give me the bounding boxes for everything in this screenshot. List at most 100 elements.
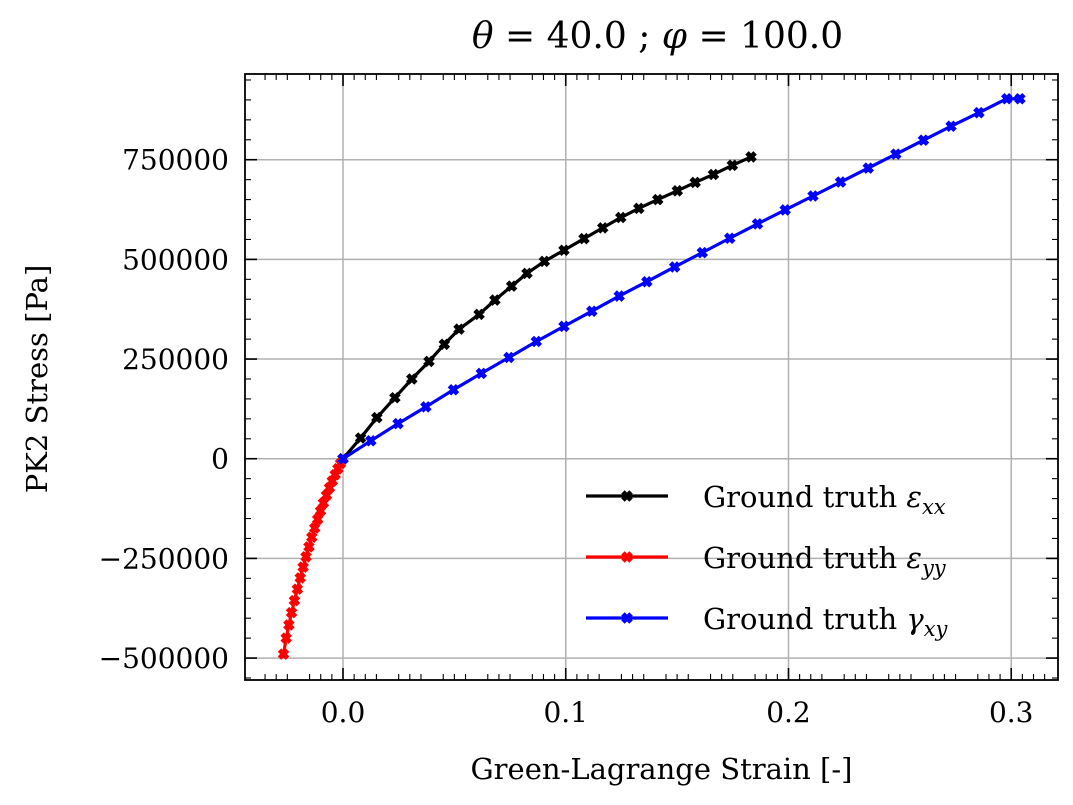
- legend-swatch-marker: [621, 612, 633, 624]
- data-point-xy: [1001, 92, 1013, 105]
- title-phi: φ: [662, 16, 688, 57]
- data-point-xx: [707, 168, 720, 181]
- data-point-xy: [917, 134, 930, 146]
- data-point-xy: [420, 401, 432, 413]
- data-point-xx: [651, 193, 664, 206]
- x-tick-label: 0.2: [766, 696, 811, 729]
- data-point-xx: [473, 308, 485, 321]
- data-point-yy: [283, 619, 295, 631]
- data-point-xy: [503, 351, 515, 364]
- title-theta: θ: [472, 16, 494, 57]
- data-point-yy: [311, 513, 324, 526]
- data-point-xy: [834, 176, 847, 188]
- legend-swatch-marker: [621, 490, 633, 502]
- data-point-xx: [726, 159, 739, 172]
- data-point-xy: [392, 417, 404, 430]
- data-point-yy: [285, 606, 298, 619]
- data-point-yy: [294, 572, 307, 584]
- data-point-xx: [406, 373, 418, 385]
- data-point-yy: [314, 505, 327, 517]
- data-point-xy: [447, 383, 460, 396]
- series-xx: [337, 151, 757, 465]
- series-line-xy: [342, 97, 1020, 461]
- x-tick-label: 0.1: [543, 696, 588, 729]
- data-point-xx: [745, 151, 757, 163]
- plot-frame: [244, 73, 1059, 681]
- data-point-xx: [505, 280, 518, 292]
- data-point-xx: [438, 338, 451, 351]
- data-point-xx: [578, 232, 590, 245]
- data-point-xy: [945, 120, 957, 132]
- data-point-yy: [291, 583, 304, 595]
- data-point-xy: [862, 162, 874, 174]
- data-point-xy: [586, 305, 598, 317]
- data-point-xx: [371, 411, 383, 424]
- data-point-xy: [641, 275, 653, 288]
- y-tick-label: 500000: [122, 243, 229, 276]
- y-tick-label: 0: [211, 443, 229, 476]
- data-point-xy: [530, 335, 543, 348]
- grid: [245, 74, 1058, 680]
- data-point-xy: [558, 320, 570, 333]
- data-point-yy: [308, 522, 321, 534]
- data-point-xy: [973, 106, 985, 119]
- data-point-xx: [558, 244, 570, 256]
- y-tick-label: 250000: [122, 343, 229, 376]
- x-tick-labels: 0.0 0.1 0.2 0.3: [321, 696, 1034, 729]
- data-point-yy: [280, 632, 292, 644]
- data-point-yy: [277, 648, 290, 660]
- y-tick-label: −250000: [99, 542, 229, 575]
- legend: Ground truth εxx Ground truth εyy Ground t…: [586, 480, 949, 641]
- chart-title: θ = 40.0 ; φ = 100.0: [472, 16, 843, 57]
- x-tick-label: 0.3: [989, 696, 1034, 729]
- data-point-xy: [890, 148, 902, 160]
- data-point-yy: [300, 551, 312, 563]
- series-yy: [277, 452, 349, 660]
- y-tick-labels: 750000 500000 250000 0 −250000 −500000: [99, 144, 229, 675]
- x-tick-label: 0.0: [321, 696, 366, 729]
- series-xy: [337, 92, 1026, 465]
- data-point-xy: [696, 246, 709, 259]
- data-point-xx: [489, 294, 501, 306]
- data-point-xx: [389, 391, 401, 404]
- data-point-xx: [453, 323, 465, 335]
- y-tick-label: −500000: [99, 642, 229, 675]
- series-layer: [277, 92, 1026, 660]
- data-point-xy: [668, 261, 681, 273]
- data-point-xx: [689, 176, 701, 189]
- data-point-xy: [365, 435, 377, 447]
- legend-swatch-marker: [621, 551, 633, 563]
- legend-label: Ground truth γxy: [703, 602, 949, 641]
- data-point-xx: [596, 222, 609, 234]
- data-point-xy: [613, 290, 625, 302]
- legend-label: Ground truth εxx: [703, 480, 946, 519]
- data-point-xx: [671, 185, 684, 197]
- y-tick-label: 750000: [122, 144, 229, 177]
- data-point-xx: [614, 211, 627, 224]
- axis-ticks: [245, 74, 1058, 680]
- data-point-yy: [288, 594, 301, 607]
- data-point-yy: [306, 531, 318, 544]
- data-point-xx: [521, 267, 533, 280]
- data-point-xx: [354, 432, 367, 444]
- y-axis-label: PK2 Stress [Pa]: [20, 265, 54, 494]
- data-point-xy: [475, 367, 488, 380]
- legend-label: Ground truth εyy: [703, 541, 947, 580]
- x-axis-label: Green-Lagrange Strain [-]: [471, 752, 853, 786]
- legend-entry-xy: Ground truth γxy: [586, 602, 949, 641]
- data-point-xy: [723, 232, 736, 245]
- data-point-yy: [303, 541, 315, 553]
- data-point-xy: [779, 204, 791, 216]
- title-theta-value: = 40.0 ;: [494, 16, 662, 57]
- data-point-xy: [807, 190, 819, 202]
- data-point-xx: [633, 202, 645, 215]
- data-point-xy: [751, 218, 764, 230]
- data-point-xy: [1014, 92, 1026, 105]
- title-phi-value: = 100.0: [687, 16, 843, 57]
- data-point-xx: [538, 255, 551, 268]
- series-line-xx: [341, 155, 752, 460]
- data-point-yy: [297, 561, 309, 573]
- legend-entry-yy: Ground truth εyy: [586, 541, 947, 580]
- data-point-xx: [423, 355, 435, 368]
